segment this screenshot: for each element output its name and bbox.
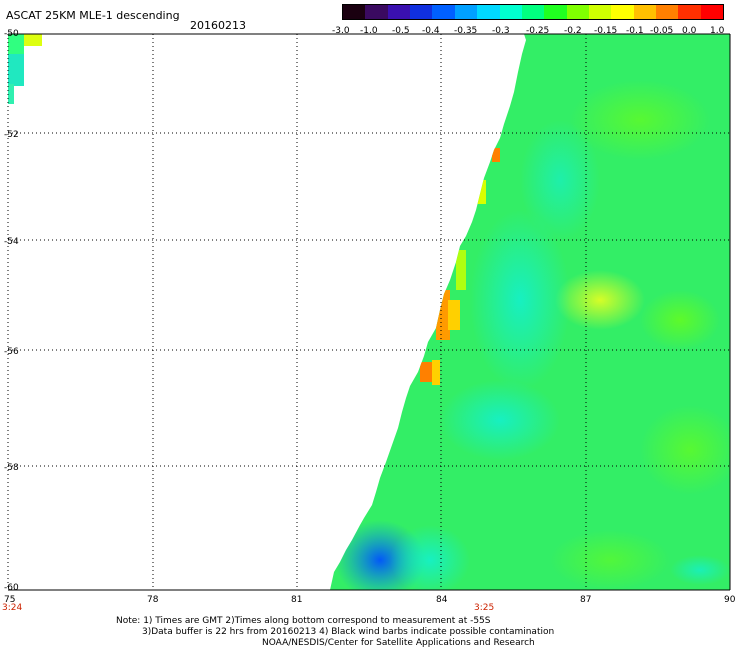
lon-label: 78	[147, 595, 159, 605]
colorbar-segment	[678, 5, 701, 19]
swath-data	[330, 34, 730, 590]
lat-label: -52	[4, 130, 19, 140]
colorbar-label: 1.0	[710, 26, 725, 36]
colorbar-label: -0.4	[422, 26, 440, 36]
lon-label: 75	[4, 595, 15, 605]
colorbar-label: -3.0	[332, 26, 350, 36]
map-grid	[8, 34, 730, 590]
lon-label: 84	[436, 595, 448, 605]
time-label: 3:25	[474, 603, 494, 613]
map-title: ASCAT 25KM MLE-1 descending	[6, 9, 180, 22]
corner-data-patch	[8, 34, 42, 104]
colorbar-segment	[656, 5, 679, 19]
colorbar-label: 0.0	[682, 26, 697, 36]
time-label: 3:24	[2, 603, 22, 613]
map-frame	[7, 33, 731, 591]
lat-label: -50	[4, 29, 19, 39]
colorbar-label: -0.05	[650, 26, 674, 36]
colorbar-segment	[633, 5, 657, 19]
colorbar-label: -0.15	[594, 26, 618, 36]
colorbar-label: -1.0	[360, 26, 378, 36]
colorbar-segment	[544, 5, 567, 19]
colorbar-label: -0.2	[564, 26, 582, 36]
colorbar-segment	[410, 5, 433, 19]
colorbar-segment	[566, 5, 589, 19]
colorbar-label: -0.3	[492, 26, 510, 36]
map-date: 20160213	[190, 19, 246, 32]
colorbar-label: -0.1	[626, 26, 644, 36]
note-line-1: Note: 1) Times are GMT 2)Times along bot…	[116, 616, 491, 626]
colorbar-segment	[387, 5, 411, 19]
note-line-3: NOAA/NESDIS/Center for Satellite Applica…	[262, 638, 535, 648]
colorbar-labels: -3.0 -1.0 -0.5 -0.4 -0.35 -0.3 -0.25 -0.…	[330, 26, 730, 38]
colorbar-label: -0.5	[392, 26, 410, 36]
lon-label: 81	[291, 595, 302, 605]
colorbar-segment	[611, 5, 634, 19]
lon-label: 90	[724, 595, 736, 605]
lat-label: -58	[4, 463, 19, 473]
colorbar-segment	[700, 5, 724, 19]
colorbar-segment	[343, 5, 366, 19]
colorbar-segment	[454, 5, 478, 19]
colorbar-segment	[365, 5, 388, 19]
lon-label: 87	[580, 595, 591, 605]
note-line-2: 3)Data buffer is 22 hrs from 20160213 4)…	[142, 627, 555, 637]
lat-label: -60	[4, 583, 19, 593]
colorbar-segment	[521, 5, 545, 19]
colorbar-strip	[342, 4, 724, 20]
colorbar-segment	[432, 5, 455, 19]
colorbar-segment	[499, 5, 522, 19]
colorbar-label: -0.35	[454, 26, 478, 36]
lat-label: -54	[4, 237, 19, 247]
lat-label: -56	[4, 347, 19, 357]
colorbar-label: -0.25	[526, 26, 550, 36]
colorbar-segment	[477, 5, 500, 19]
colorbar-segment	[588, 5, 612, 19]
